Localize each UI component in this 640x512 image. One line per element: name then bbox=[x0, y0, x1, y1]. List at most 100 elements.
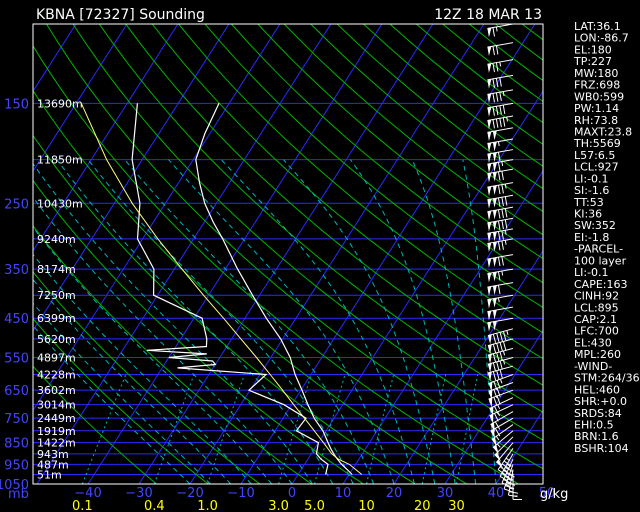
wind-barb-feather bbox=[496, 333, 500, 343]
axis-labels: 150 13690m 11850m 250 10430m 9240m 350 8174m 725… bbox=[0, 97, 555, 512]
wind-barb-feather bbox=[502, 104, 506, 114]
wind-barb-pennant bbox=[492, 309, 497, 320]
wind-barb-feather bbox=[496, 343, 500, 353]
wind-barb-feather bbox=[497, 220, 501, 230]
wind-barb bbox=[487, 115, 514, 130]
wind-barb bbox=[488, 389, 514, 408]
temperature-tick-label: −40 bbox=[74, 486, 101, 501]
wind-barb-feather bbox=[502, 117, 506, 127]
mixing-ratio-tick-label: 20 bbox=[414, 499, 431, 512]
wind-barb-feather bbox=[497, 209, 501, 219]
dry-adiabat-line bbox=[257, 24, 543, 260]
wind-barb-pennant bbox=[487, 172, 492, 183]
wind-barb-pennant bbox=[487, 63, 492, 74]
wind-barb-feather bbox=[501, 197, 504, 207]
index-line: TP:227 bbox=[573, 55, 612, 68]
wind-barb-feather bbox=[492, 46, 495, 56]
wind-barb-pennant bbox=[487, 334, 492, 345]
wind-barb-feather bbox=[496, 395, 501, 405]
wind-barb-feather bbox=[492, 353, 497, 363]
wind-barb-feather bbox=[492, 63, 495, 73]
wind-barb-pennant bbox=[487, 310, 492, 321]
index-line: LI:-0.1 bbox=[574, 172, 609, 185]
wind-barb-feather bbox=[495, 106, 499, 116]
temperature-tick-label: 50 bbox=[539, 486, 556, 501]
dry-adiabat-line bbox=[151, 24, 543, 360]
wind-barb-feather bbox=[494, 405, 499, 415]
wind-barb-staff bbox=[487, 217, 514, 224]
index-line: EHI:0.5 bbox=[574, 418, 614, 431]
wind-barb-pennant bbox=[487, 232, 492, 243]
wind-barb-feather bbox=[499, 105, 502, 115]
wind-barb-feather bbox=[497, 185, 501, 195]
wind-barb-feather bbox=[495, 78, 499, 88]
wind-barb-feather bbox=[492, 362, 497, 372]
height-label: 13690m bbox=[37, 97, 83, 110]
index-line: TT:53 bbox=[573, 196, 604, 209]
index-line: STM:264/36 bbox=[574, 372, 640, 385]
wind-barb-feather bbox=[499, 77, 502, 87]
wind-barb-staff bbox=[487, 42, 514, 48]
index-line: CAP:2.1 bbox=[574, 313, 617, 326]
wind-barb bbox=[487, 102, 514, 117]
dry-adiabat-line bbox=[33, 89, 467, 484]
wind-barb-feather bbox=[503, 479, 512, 484]
wind-barb-feather bbox=[492, 333, 497, 343]
height-label: 8174m bbox=[37, 263, 76, 276]
wind-barb-staff bbox=[487, 254, 514, 260]
wind-barb-pennant bbox=[492, 285, 497, 295]
index-line: WB0:599 bbox=[574, 90, 624, 103]
wind-barb-pennant bbox=[492, 130, 497, 141]
index-line: PW:1.14 bbox=[574, 102, 619, 115]
dry-adiabat-line bbox=[33, 134, 416, 484]
wind-barb bbox=[487, 254, 514, 268]
pressure-tick-label: 950 bbox=[4, 458, 29, 473]
pressure-tick-label: 850 bbox=[4, 437, 29, 452]
dry-adiabat-line bbox=[46, 24, 543, 470]
wind-barb-pennant bbox=[487, 371, 492, 382]
index-line: MW:180 bbox=[574, 67, 618, 80]
wind-barb bbox=[487, 268, 514, 283]
wind-barb-feather bbox=[497, 231, 501, 241]
height-label: 7250m bbox=[37, 289, 76, 302]
wind-barb-feather bbox=[501, 171, 504, 181]
dry-adiabat-line bbox=[72, 24, 543, 441]
wind-barb-pennant bbox=[492, 198, 497, 208]
wind-barb-pennant bbox=[492, 321, 497, 331]
wind-barb-feather bbox=[492, 106, 495, 116]
indices-panel: LAT:36.1LON:-86.7EL:180TP:227MW:180FRZ:6… bbox=[573, 20, 640, 455]
moist-adiabat-line bbox=[168, 159, 395, 484]
wind-barb-pennant bbox=[492, 221, 497, 231]
wind-barb-feather bbox=[495, 92, 499, 102]
pressure-tick-label: 250 bbox=[4, 197, 29, 212]
height-label: 487m bbox=[37, 458, 69, 471]
wind-barb-staff bbox=[487, 206, 514, 213]
index-line: RH:73.8 bbox=[574, 114, 618, 127]
wind-barb bbox=[487, 194, 514, 209]
wind-barb-feather bbox=[496, 361, 500, 371]
wind-barb-pennant bbox=[492, 241, 497, 252]
mixing-ratio-line bbox=[314, 374, 346, 484]
index-line: FRZ:698 bbox=[574, 79, 620, 92]
index-line: LI:-0.1 bbox=[574, 266, 609, 279]
mixing-ratio-unit-label: g/kg bbox=[540, 487, 568, 502]
index-line: BSHR:104 bbox=[574, 442, 629, 455]
wind-barb-pennant bbox=[487, 299, 492, 309]
pressure-tick-label: 150 bbox=[4, 97, 29, 112]
wind-barb-half-feather bbox=[497, 404, 501, 409]
wind-barb-pennant bbox=[487, 79, 492, 89]
wind-barb-feather bbox=[495, 118, 499, 128]
wind-barb bbox=[489, 397, 514, 417]
wind-barb-feather bbox=[505, 485, 514, 490]
temperature-profile-line bbox=[195, 103, 353, 475]
wind-barb-staff bbox=[487, 306, 514, 313]
wind-barb-half-feather bbox=[501, 270, 504, 276]
wind-barb bbox=[487, 217, 514, 232]
wind-barb-feather bbox=[495, 45, 499, 55]
index-line: KI:36 bbox=[574, 208, 602, 221]
wind-barb-pennant bbox=[487, 131, 492, 142]
wind-barb-pennant bbox=[487, 93, 492, 104]
wind-barb-staff bbox=[487, 238, 514, 244]
wind-barb bbox=[487, 168, 514, 183]
temperature-tick-label: 20 bbox=[386, 486, 403, 501]
